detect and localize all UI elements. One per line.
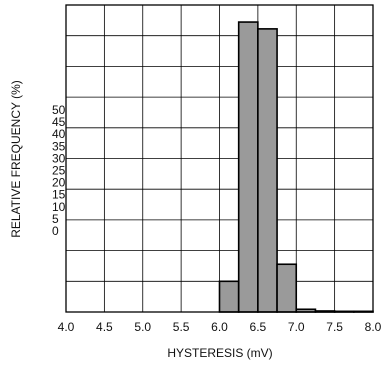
x-tick-label: 4.5 bbox=[96, 320, 113, 334]
y-tick-label: 50 bbox=[52, 103, 66, 117]
x-axis-title: HYSTERESIS (mV) bbox=[167, 346, 272, 360]
y-tick-label: 15 bbox=[52, 188, 66, 202]
histogram-bar bbox=[237, 21, 259, 313]
y-axis-title: RELATIVE FREQUENCY (%) bbox=[9, 80, 23, 238]
y-tick-label: 40 bbox=[52, 127, 66, 141]
x-tick-label: 6.5 bbox=[250, 320, 267, 334]
y-tick-label: 45 bbox=[52, 115, 66, 129]
x-tick-label: 4.0 bbox=[58, 320, 75, 334]
y-tick-label: 25 bbox=[52, 164, 66, 178]
histogram-bar bbox=[218, 280, 240, 313]
x-tick-label: 6.0 bbox=[211, 320, 228, 334]
y-tick-label: 20 bbox=[52, 176, 66, 190]
y-tick-label: 35 bbox=[52, 139, 66, 153]
grid-lines bbox=[66, 5, 373, 312]
x-tick-label: 7.5 bbox=[326, 320, 343, 334]
plot-frame bbox=[65, 4, 374, 313]
y-tick-label: 10 bbox=[52, 200, 66, 214]
x-tick-label: 8.0 bbox=[365, 320, 382, 334]
x-tick-labels: 4.0 4.5 5.0 5.5 6.0 6.5 7.0 7.5 8.0 bbox=[58, 320, 382, 334]
x-tick-label: 5.5 bbox=[173, 320, 190, 334]
x-tick-label: 5.0 bbox=[134, 320, 151, 334]
histogram-bar bbox=[276, 263, 298, 313]
x-tick-label: 7.0 bbox=[288, 320, 305, 334]
y-tick-label: 30 bbox=[52, 151, 66, 165]
y-tick-label: 0 bbox=[52, 224, 59, 238]
histogram-bar bbox=[257, 28, 278, 313]
y-tick-label: 5 bbox=[52, 212, 59, 226]
